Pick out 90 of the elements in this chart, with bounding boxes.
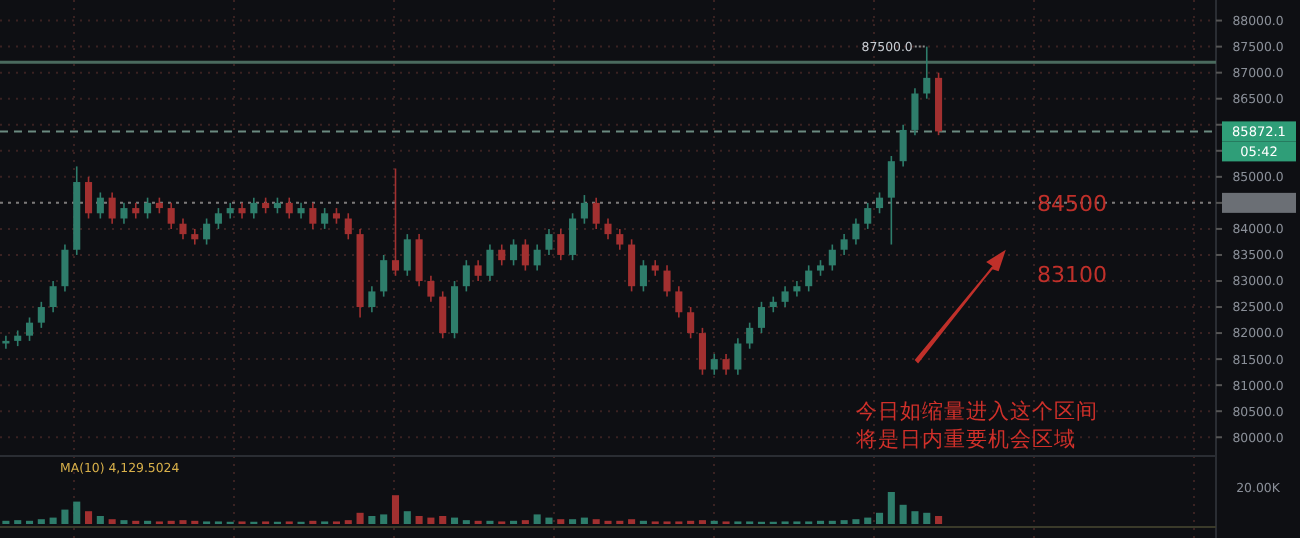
bar xyxy=(875,512,884,524)
candlestick xyxy=(179,217,187,241)
candlestick xyxy=(734,337,742,376)
candlestick xyxy=(663,264,671,298)
candlestick xyxy=(321,207,329,230)
candlestick xyxy=(462,259,470,293)
bar xyxy=(391,495,400,524)
candlestick xyxy=(498,243,506,267)
candlestick xyxy=(675,285,683,319)
bar xyxy=(427,517,435,524)
candlestick xyxy=(864,202,872,230)
bar xyxy=(49,517,57,524)
annotation: 将是日内重要机会区域 xyxy=(854,426,1076,452)
candlestick xyxy=(710,353,718,376)
bar xyxy=(356,512,364,524)
candlestick xyxy=(510,238,518,267)
candlestick xyxy=(486,243,494,282)
candlestick xyxy=(450,280,459,340)
candlestick xyxy=(616,228,624,251)
candlestick xyxy=(309,202,317,230)
annotation: 83100 xyxy=(1037,262,1107,288)
candlestick xyxy=(781,285,789,308)
candlestick xyxy=(840,233,848,256)
candlestick xyxy=(746,321,754,350)
candlestick xyxy=(439,290,447,340)
bar xyxy=(415,516,423,524)
candlestick xyxy=(923,45,931,100)
bar xyxy=(899,504,907,524)
candlestick xyxy=(61,243,69,293)
candlestick xyxy=(757,301,766,334)
candlestick xyxy=(391,167,400,277)
candlestick xyxy=(557,228,565,261)
candlestick xyxy=(167,202,175,230)
annotation: 今日如缩量进入这个区间 xyxy=(856,398,1098,424)
bar xyxy=(96,516,104,524)
candlestick xyxy=(604,217,612,241)
bar xyxy=(380,514,388,524)
candlestick xyxy=(474,259,482,282)
bar xyxy=(533,514,541,524)
candlestick xyxy=(852,217,860,246)
bar xyxy=(85,511,93,524)
bar xyxy=(450,517,459,524)
candlestick xyxy=(899,123,907,168)
candlestick xyxy=(285,196,293,220)
bar xyxy=(935,516,943,524)
candlestick xyxy=(403,233,411,277)
candlestick xyxy=(580,194,588,225)
bar xyxy=(61,509,69,524)
candlestick xyxy=(698,327,706,376)
candlestick xyxy=(828,243,836,272)
candlestick xyxy=(108,191,116,225)
candlestick xyxy=(639,259,647,293)
ref-line-label: 84500 xyxy=(1037,190,1107,217)
candlestick xyxy=(250,196,258,220)
candlestick xyxy=(415,233,423,287)
candlestick xyxy=(875,191,884,215)
candlestick xyxy=(25,316,34,342)
candlestick xyxy=(569,212,577,261)
candlestick xyxy=(368,285,376,314)
candlestick xyxy=(380,254,388,298)
candlestick xyxy=(85,176,93,220)
candlestick xyxy=(427,274,435,303)
bar xyxy=(73,501,81,524)
bar xyxy=(580,517,588,524)
candlestick xyxy=(203,217,211,246)
candlestick xyxy=(533,243,541,272)
candlestick xyxy=(545,228,553,256)
bar xyxy=(439,516,447,524)
candlestick xyxy=(214,207,222,230)
candlestick xyxy=(687,306,695,340)
candlestick xyxy=(521,238,529,272)
bar xyxy=(887,492,895,524)
candlestick xyxy=(37,301,45,329)
candlestick xyxy=(722,353,730,376)
candlestick xyxy=(592,196,600,230)
candlestick xyxy=(887,155,895,246)
candlestick xyxy=(628,238,636,293)
bar xyxy=(911,511,919,524)
bar xyxy=(545,517,553,524)
bar xyxy=(368,516,376,524)
candlestick xyxy=(120,202,128,225)
candlestick xyxy=(911,87,919,136)
bar xyxy=(864,517,872,524)
bar xyxy=(403,511,411,524)
candlestick xyxy=(805,264,813,293)
bar xyxy=(923,512,931,524)
candlestick xyxy=(344,212,352,241)
candlestick xyxy=(96,191,104,220)
candlestick xyxy=(49,280,57,314)
candlestick xyxy=(144,196,152,220)
